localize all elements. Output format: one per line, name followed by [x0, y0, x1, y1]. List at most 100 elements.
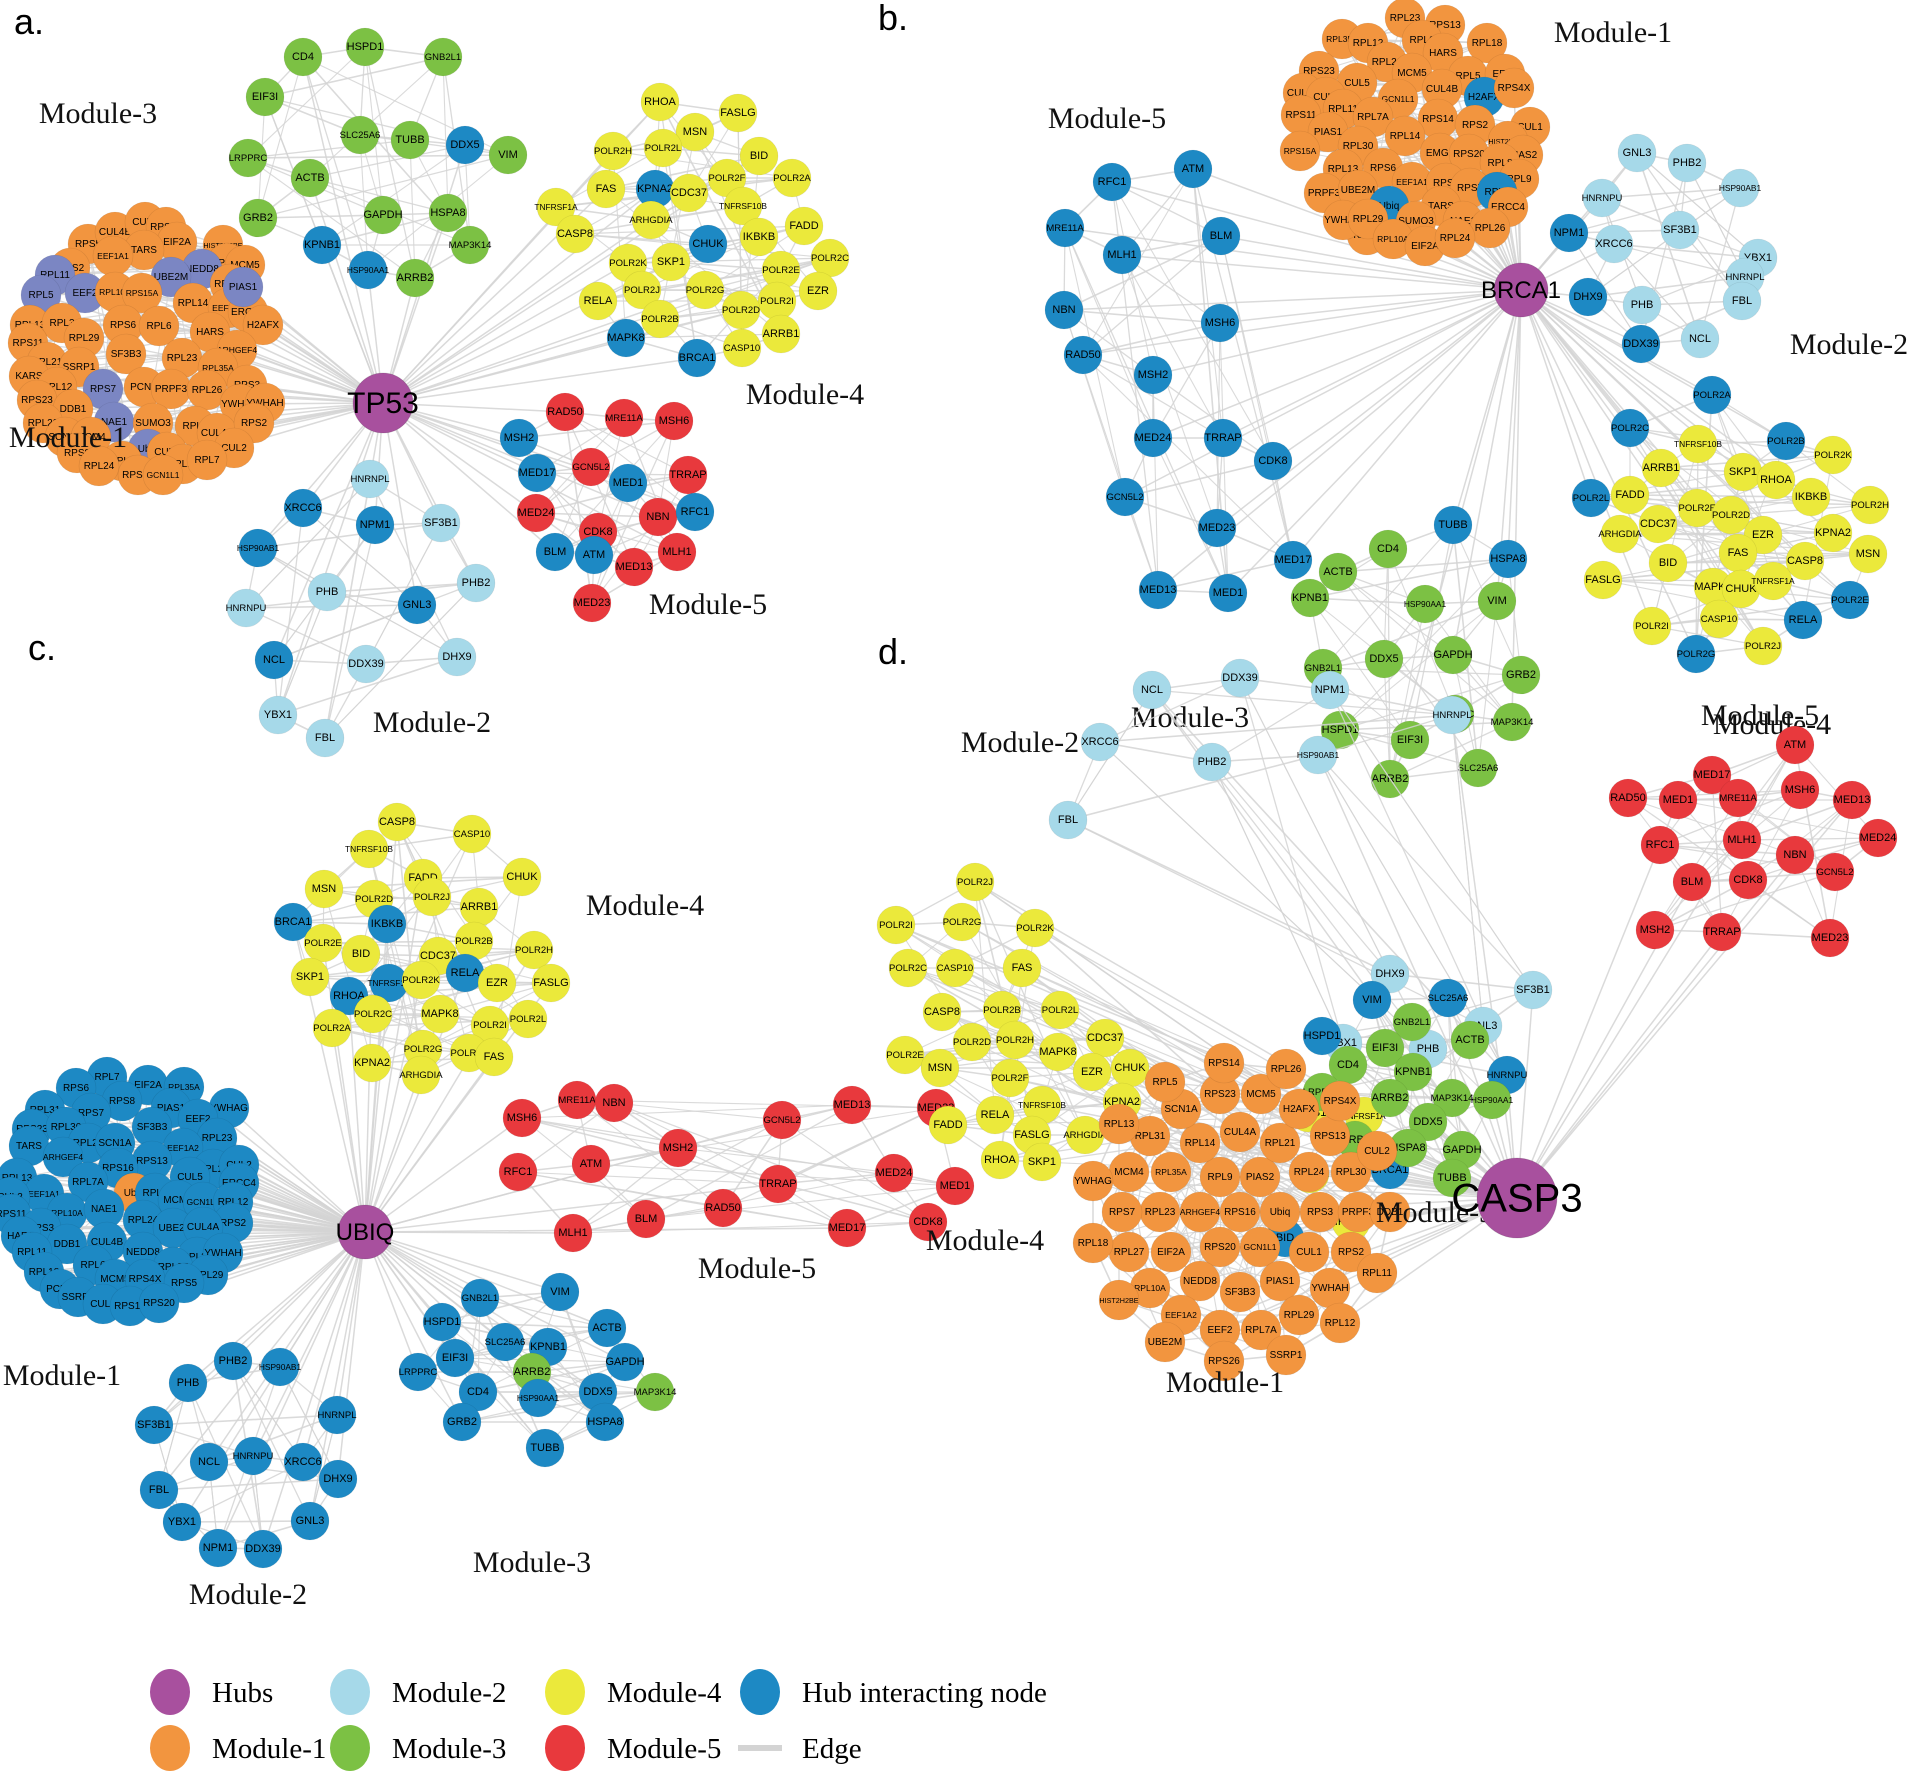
edge — [1329, 689, 1453, 716]
node-circle-MAP3K14 — [1492, 702, 1532, 742]
node-RPS4X: RPS4X — [1319, 1080, 1361, 1122]
node-circle-HSP90AA1 — [348, 250, 388, 290]
node-circle-MRE11A — [1045, 208, 1085, 248]
edge — [208, 1461, 339, 1480]
node-RFC1: RFC1 — [1640, 825, 1680, 865]
node-NCL: NCL — [189, 1442, 229, 1482]
node-GRB2: GRB2 — [1501, 655, 1541, 695]
edge — [1339, 600, 1498, 731]
node-circle-PIAS1 — [222, 266, 264, 308]
node-circle-MSN — [920, 1048, 960, 1088]
node-XRCC6: XRCC6 — [1080, 722, 1120, 762]
edge — [277, 591, 328, 716]
node-circle-CHUK — [688, 224, 728, 264]
edge — [1317, 754, 1518, 1199]
edge — [1099, 714, 1453, 743]
edge — [1220, 235, 1522, 291]
node-circle-NBN — [638, 497, 678, 537]
edge — [1601, 187, 1741, 199]
node-MLH1: MLH1 — [1102, 235, 1142, 275]
edge — [1568, 187, 1741, 234]
module-label-c-module-4: Module-4 — [586, 889, 704, 922]
edge — [1389, 973, 1534, 991]
node-MED1: MED1 — [935, 1166, 975, 1206]
hub-circle-UBIQ — [337, 1204, 393, 1260]
node-circle-POLR2H — [514, 930, 554, 970]
node-TRRAP: TRRAP — [1702, 912, 1742, 952]
node-POLR2D: POLR2D — [1711, 495, 1751, 535]
node-POLR2I: POLR2I — [1632, 606, 1672, 646]
edge — [1124, 289, 1522, 498]
node-circle-RAD50 — [703, 1188, 743, 1228]
node-circle-MED13 — [614, 547, 654, 587]
node-circle-MLH1 — [553, 1213, 593, 1253]
hub-circle-CASP3 — [1476, 1157, 1558, 1239]
node-FAS: FAS — [586, 169, 626, 209]
legend-item-module-1: Module-1 — [150, 1725, 326, 1771]
node-circle-MRE11A — [1718, 778, 1758, 818]
node-circle-GNL3 — [290, 1501, 330, 1541]
edge — [382, 212, 449, 404]
node-circle-HSP90AB1 — [260, 1347, 300, 1387]
edge — [1064, 227, 1522, 291]
edge — [974, 881, 1086, 1136]
edge — [1082, 354, 1294, 561]
node-HSPD1: HSPD1 — [422, 1302, 462, 1342]
legend-item-module-3: Module-3 — [330, 1725, 506, 1771]
node-MAPK8: MAPK8 — [606, 318, 646, 358]
node-circle-POLR2G — [685, 270, 725, 310]
node-circle-MRE11A — [557, 1080, 597, 1120]
node-NCL: NCL — [254, 640, 294, 680]
node-circle-MED17 — [1692, 755, 1732, 795]
node-RPL29: RPL29 — [1278, 1294, 1320, 1336]
node-circle-POLR2A — [312, 1008, 352, 1048]
node-circle-TNFRSF10B — [1678, 424, 1718, 464]
edge — [1216, 289, 1522, 529]
node-BLM: BLM — [1201, 216, 1241, 256]
node-POLR2A: POLR2A — [1692, 375, 1731, 415]
node-KPNA2: KPNA2 — [352, 1043, 392, 1083]
node-RPL26: RPL26 — [1265, 1048, 1307, 1090]
node-XRCC6: XRCC6 — [283, 1442, 323, 1482]
module-label-c-module-2: Module-2 — [189, 1578, 307, 1611]
node-circle-EIF3I — [245, 77, 285, 117]
node-BLM: BLM — [626, 1199, 666, 1239]
node-circle-MED23 — [1810, 918, 1850, 958]
node-circle-HSP90AB1 — [1298, 735, 1338, 775]
node-circle-CHUK — [1110, 1048, 1150, 1088]
node-circle-YBX1 — [258, 695, 298, 735]
node-circle-DDX39 — [1621, 324, 1661, 364]
node-CHUK: CHUK — [502, 857, 542, 897]
node-MED1: MED1 — [1208, 573, 1248, 613]
node-POLR2G: POLR2G — [942, 902, 982, 942]
node-MED1: MED1 — [608, 463, 648, 503]
node-circle-SLC25A6 — [485, 1322, 525, 1362]
edge — [1222, 289, 1522, 439]
node-RAD50: RAD50 — [1608, 778, 1648, 818]
edge — [247, 157, 416, 279]
legend-label: Hubs — [212, 1677, 273, 1709]
node-circle-SF3B3 — [1219, 1271, 1261, 1313]
node-PIAS1: PIAS1 — [1259, 1260, 1301, 1302]
node-GRB2: GRB2 — [238, 198, 278, 238]
module-label-b-module-2: Module-2 — [1790, 328, 1908, 361]
edge — [477, 1361, 626, 1393]
node-circle-RPL26 — [1265, 1048, 1307, 1090]
node-FBL: FBL — [139, 1470, 179, 1510]
node-circle-MCM5 — [1240, 1073, 1282, 1115]
node-MSH2: MSH2 — [1635, 910, 1675, 950]
node-circle-SLC25A6 — [340, 115, 380, 155]
node-circle-TNFRSF1A — [536, 187, 576, 227]
node-EIF2A: EIF2A — [1150, 1231, 1192, 1273]
node-RPS20: RPS20 — [138, 1282, 180, 1324]
node-FADD: FADD — [1610, 475, 1650, 515]
node-circle-PHB — [168, 1363, 208, 1403]
module-label-a-module-2: Module-2 — [373, 706, 491, 739]
node-circle-NPM1 — [198, 1528, 238, 1568]
node-circle-GNL3 — [1617, 133, 1657, 173]
node-PRPF3: PRPF3 — [150, 368, 192, 410]
node-circle-MCM4 — [1108, 1151, 1150, 1193]
node-circle-RPS13 — [1309, 1115, 1351, 1157]
node-circle-GCN5L2 — [1105, 477, 1145, 517]
node-circle-RPS4X — [1493, 67, 1535, 109]
